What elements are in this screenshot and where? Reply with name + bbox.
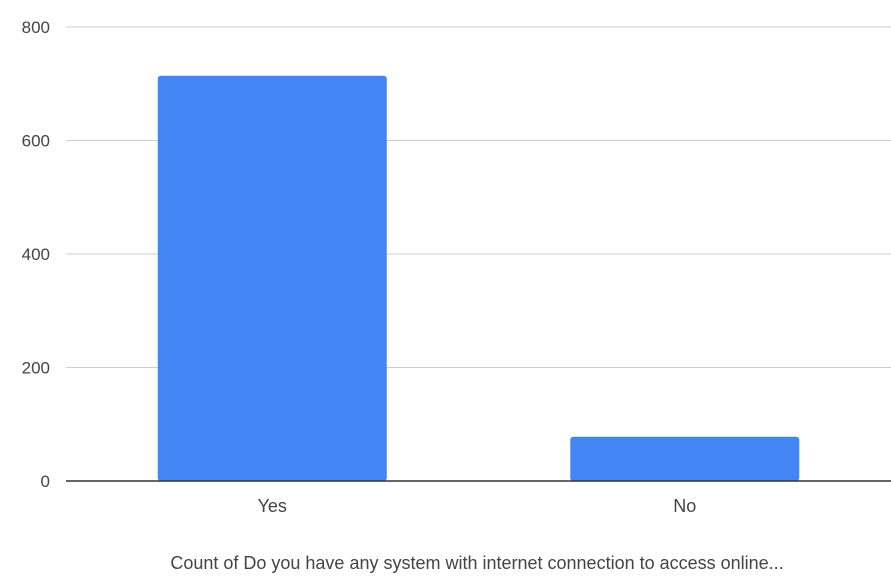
- y-tick-label: 800: [22, 18, 50, 37]
- y-axis-tick-labels: 0 200 400 600 800: [22, 18, 50, 491]
- bar-yes: [157, 75, 387, 482]
- bars: [157, 75, 800, 482]
- y-tick-label: 600: [22, 132, 50, 151]
- x-tick-label: Yes: [258, 496, 287, 516]
- y-tick-label: 400: [22, 245, 50, 264]
- bar-no: [570, 436, 800, 481]
- x-axis-title: Count of Do you have any system with int…: [170, 553, 783, 573]
- x-axis-tick-labels: Yes No: [258, 496, 697, 516]
- y-tick-label: 200: [22, 359, 50, 378]
- y-tick-label: 0: [41, 472, 50, 491]
- x-tick-label: No: [673, 496, 696, 516]
